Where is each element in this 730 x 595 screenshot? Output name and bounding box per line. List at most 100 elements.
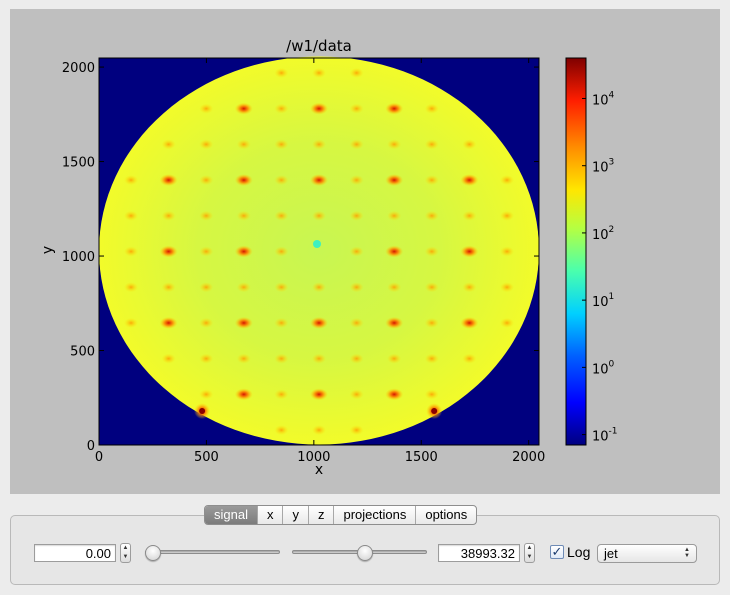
intensity-spot bbox=[385, 388, 404, 401]
intensity-spot bbox=[349, 246, 364, 257]
max-value-field[interactable]: 38993.32 bbox=[438, 544, 520, 562]
detector-disk bbox=[99, 56, 539, 445]
intensity-spot bbox=[385, 174, 404, 187]
intensity-spot bbox=[274, 389, 289, 400]
stepper-down-icon[interactable]: ▼ bbox=[526, 554, 533, 560]
min-slider-track[interactable] bbox=[145, 550, 280, 554]
intensity-spot bbox=[460, 245, 479, 258]
colorbar-ticks: 104 103 102 101 100 10-1 bbox=[582, 90, 618, 445]
intensity-spot bbox=[424, 317, 439, 328]
stepper-down-icon[interactable]: ▼ bbox=[122, 554, 129, 560]
intensity-spot bbox=[312, 139, 326, 150]
x-tick-label: 500 bbox=[194, 450, 219, 465]
y-axis-ticks: 0 500 1000 1500 2000 bbox=[62, 61, 539, 454]
intensity-spot bbox=[199, 389, 214, 400]
stepper-up-icon[interactable]: ▲ bbox=[122, 545, 129, 551]
min-value-field[interactable]: 0.00 bbox=[34, 544, 116, 562]
intensity-spot bbox=[124, 175, 139, 186]
tab-options[interactable]: options bbox=[415, 506, 476, 524]
intensity-spot bbox=[159, 245, 178, 258]
intensity-spot bbox=[349, 175, 364, 186]
intensity-spot bbox=[385, 245, 404, 258]
min-value-stepper[interactable]: ▲ ▼ bbox=[120, 543, 131, 563]
intensity-spot bbox=[310, 102, 328, 115]
intensity-spot bbox=[462, 282, 477, 293]
intensity-spot bbox=[310, 388, 328, 401]
intensity-spot bbox=[349, 103, 364, 114]
intensity-spot bbox=[199, 317, 214, 328]
intensity-spot bbox=[274, 175, 289, 186]
intensity-spot bbox=[236, 210, 251, 221]
max-slider-thumb[interactable] bbox=[357, 545, 374, 561]
intensity-spot bbox=[274, 67, 289, 78]
intensity-spot bbox=[312, 282, 326, 293]
plot-canvas: 0 500 1000 1500 2000 0 500 1000 1500 2000 /w1/da… bbox=[40, 37, 618, 478]
intensity-spot bbox=[161, 139, 176, 150]
intensity-spot bbox=[499, 317, 514, 328]
y-tick-label: 1500 bbox=[62, 156, 95, 171]
intensity-spot bbox=[462, 353, 477, 364]
intensity-spot bbox=[236, 353, 251, 364]
intensity-spot bbox=[274, 282, 289, 293]
intensity-spot bbox=[124, 210, 139, 221]
colorbar-tick-label: 102 bbox=[592, 225, 614, 243]
min-slider-thumb[interactable] bbox=[145, 545, 161, 561]
colormap-select[interactable]: jet ▲ ▼ bbox=[597, 544, 697, 563]
tab-z[interactable]: z bbox=[307, 506, 334, 524]
intensity-spot bbox=[274, 210, 289, 221]
tab-signal[interactable]: signal bbox=[205, 506, 257, 524]
intensity-spot bbox=[234, 174, 253, 187]
y-tick-label: 1000 bbox=[62, 250, 95, 265]
stepper-up-icon[interactable]: ▲ bbox=[526, 545, 533, 551]
intensity-spot bbox=[499, 175, 514, 186]
x-tick-label: 0 bbox=[95, 450, 103, 465]
intensity-spot bbox=[234, 388, 253, 401]
intensity-spot bbox=[349, 389, 364, 400]
x-tick-label: 1500 bbox=[405, 450, 438, 465]
tab-x[interactable]: x bbox=[256, 506, 283, 524]
intensity-spot bbox=[234, 316, 253, 329]
intensity-spot bbox=[236, 282, 251, 293]
colorbar-tick-label: 104 bbox=[592, 90, 615, 108]
intensity-spot bbox=[349, 139, 364, 150]
intensity-spot bbox=[274, 353, 289, 364]
intensity-spot bbox=[274, 317, 289, 328]
select-arrows-icon: ▲ ▼ bbox=[684, 547, 690, 559]
intensity-spot bbox=[349, 425, 364, 436]
intensity-spot bbox=[387, 210, 402, 221]
intensity-spot bbox=[310, 174, 328, 187]
colormap-value: jet bbox=[604, 546, 618, 561]
intensity-spot bbox=[349, 67, 364, 78]
colorbar-tick-label: 100 bbox=[592, 359, 615, 377]
tab-projections[interactable]: projections bbox=[333, 506, 415, 524]
intensity-spot bbox=[312, 210, 326, 221]
intensity-spot bbox=[274, 139, 289, 150]
intensity-spot bbox=[234, 245, 253, 258]
colorbar-tick-label: 101 bbox=[592, 292, 614, 310]
max-value-stepper[interactable]: ▲ ▼ bbox=[524, 543, 535, 563]
intensity-spot bbox=[462, 210, 477, 221]
intensity-spot bbox=[424, 353, 439, 364]
intensity-spot bbox=[424, 210, 439, 221]
intensity-spot bbox=[387, 353, 402, 364]
intensity-spot bbox=[424, 103, 439, 114]
intensity-spot bbox=[349, 210, 364, 221]
intensity-spot bbox=[424, 175, 439, 186]
intensity-spot bbox=[385, 316, 404, 329]
intensity-spot bbox=[349, 353, 364, 364]
intensity-spot bbox=[236, 139, 251, 150]
tab-y[interactable]: y bbox=[282, 506, 308, 524]
log-checkbox[interactable]: ✓ bbox=[550, 544, 564, 559]
plot-title: /w1/data bbox=[286, 37, 352, 55]
intensity-spot bbox=[159, 174, 178, 187]
intensity-spot bbox=[159, 316, 178, 329]
bright-peak-core bbox=[199, 407, 206, 414]
colorbar-tick-label: 103 bbox=[592, 158, 614, 176]
intensity-spot bbox=[499, 246, 514, 257]
intensity-spot bbox=[499, 282, 514, 293]
intensity-spot bbox=[161, 282, 176, 293]
x-axis-ticks: 0 500 1000 1500 2000 bbox=[95, 58, 545, 465]
tab-bar: signal x y z projections options bbox=[204, 505, 478, 525]
heatmap-image bbox=[99, 56, 539, 445]
intensity-spot bbox=[310, 316, 328, 329]
